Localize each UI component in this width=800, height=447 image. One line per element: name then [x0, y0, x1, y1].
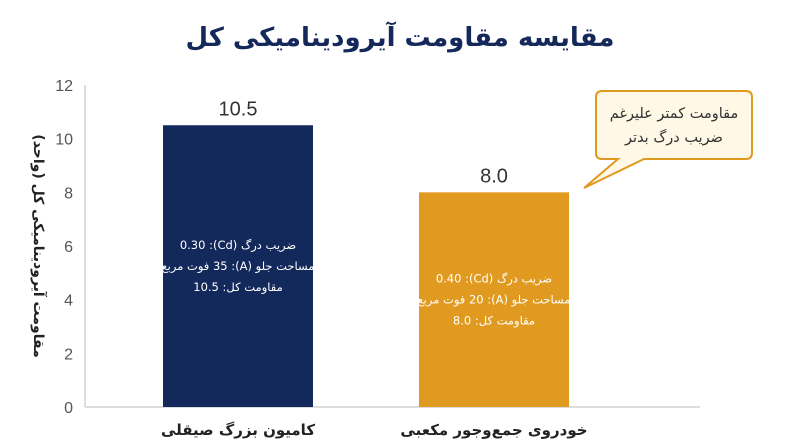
bar-annotation-line: ضریب درگ (Cd): 0.30 [180, 238, 296, 253]
bar-annotation-line: مساحت جلو (A): 35 فوت مربع [162, 259, 315, 274]
chart-title: مقایسه مقاومت آیرودینامیکی کل [185, 21, 614, 53]
callout-text-line: مقاومت کمتر علیرغم [610, 106, 738, 122]
y-tick-label: 8 [64, 185, 73, 202]
bar-value-label: 8.0 [480, 165, 508, 187]
bar-value-label: 10.5 [219, 98, 258, 120]
bar [163, 125, 313, 407]
y-tick-label: 0 [64, 400, 73, 417]
bar [419, 192, 569, 407]
bar-annotation-line: ضریب درگ (Cd): 0.40 [436, 272, 552, 287]
category-label: خودروی جمع‌وجور مکعبی [400, 421, 587, 439]
category-label: کامیون بزرگ صیقلی [161, 421, 315, 439]
bars-group: 10.5 کامیون بزرگ صیقلی ضریب درگ (Cd): 0.30… [161, 98, 588, 439]
y-tick-label: 12 [55, 78, 73, 95]
y-tick-label: 10 [55, 132, 73, 149]
callout-text-line: ضریب درگ بدتر [624, 128, 723, 146]
bar-annotation-line: مقاومت کل: 8.0 [453, 314, 535, 329]
callout-bubble [583, 90, 753, 189]
y-tick-label: 2 [64, 346, 73, 363]
y-tick-label: 6 [64, 239, 73, 256]
bar-annotation-line: مقاومت کل: 10.5 [193, 280, 282, 295]
bar-annotation-line: مساحت جلو (A): 20 فوت مربع [418, 293, 571, 308]
y-tick-label: 4 [64, 293, 73, 310]
callout-group: مقاومت کمتر علیرغم ضریب درگ بدتر [583, 90, 753, 189]
y-axis-label: مقاومت آیرودینامیکی کل (واحد) [30, 134, 48, 358]
